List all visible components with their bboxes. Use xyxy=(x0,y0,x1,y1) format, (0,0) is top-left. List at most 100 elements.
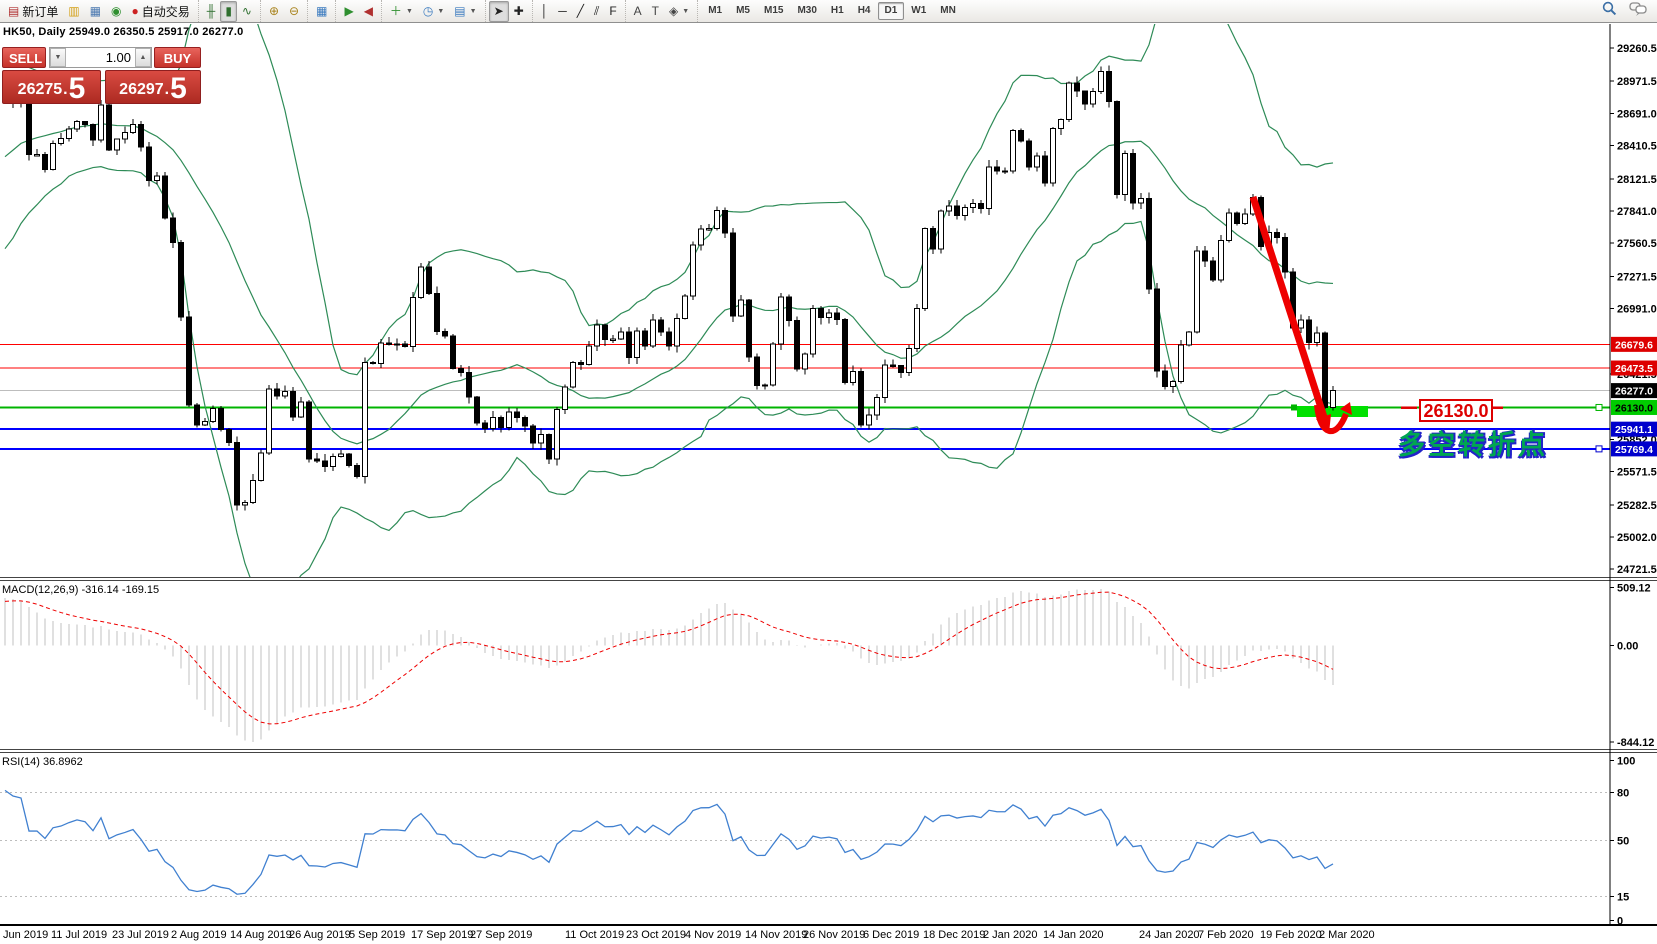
buy-button[interactable]: BUY xyxy=(154,47,201,68)
tile-windows-icon: ▦ xyxy=(316,4,328,18)
turning-zone-highlight[interactable] xyxy=(1297,406,1368,417)
text-button[interactable]: A xyxy=(629,1,647,22)
arrows-button[interactable]: ◈ ▼ xyxy=(664,1,694,22)
svg-text:27841.0: 27841.0 xyxy=(1617,206,1657,218)
toolbar-button-groups: ▤ 新订单 ▥ ▦ ◉ ● 自动交易 ╫ ▮ ∿ ⊕ ⊖ ▦ ▶ ◀ ＋ ▼ ◷ ▼ ▤ ▼ ➤ ✚ │ ─ ╱ ⫽ F A T ◈ ▼ M1 M… xyxy=(0,0,966,23)
scroll-group: ▶ ◀ xyxy=(335,0,380,22)
sell-price-fraction: 5 xyxy=(68,72,86,105)
sell-price-display[interactable]: 26275. 5 xyxy=(2,70,101,104)
svg-text:26991.0: 26991.0 xyxy=(1617,304,1657,316)
timeframe-m15[interactable]: M15 xyxy=(764,5,784,16)
market-watch-icon: ▥ xyxy=(68,4,80,18)
window-group: ▦ xyxy=(307,0,335,22)
svg-text:28971.5: 28971.5 xyxy=(1617,76,1657,88)
volume-increase-button[interactable]: ▲ xyxy=(135,48,151,67)
auto-scroll-icon: ▶ xyxy=(344,4,354,18)
bollinger-bands-layer xyxy=(4,24,1334,578)
chart-shift-icon: ◀ xyxy=(363,4,373,18)
buy-price-main: 26297 xyxy=(119,81,164,98)
timeframe-w1[interactable]: W1 xyxy=(911,5,927,16)
zoom-in-button[interactable]: ⊕ xyxy=(264,1,284,22)
svg-text:25002.0: 25002.0 xyxy=(1617,532,1657,544)
svg-text:26679.6: 26679.6 xyxy=(1615,339,1653,351)
volume-decrease-button[interactable]: ▼ xyxy=(50,48,66,67)
svg-text:24721.5: 24721.5 xyxy=(1617,564,1657,576)
file-group: ▤ 新订单 ▥ ▦ ◉ ● 自动交易 xyxy=(0,0,198,22)
line-handle[interactable] xyxy=(1595,445,1603,453)
bar-chart-icon: ╫ xyxy=(206,4,216,18)
volume-stepper[interactable]: ▼ ▲ xyxy=(49,47,152,68)
auto-scroll-button[interactable]: ▶ xyxy=(339,1,358,22)
crosshair-button[interactable]: ✚ xyxy=(509,1,529,22)
chevron-down-icon: ▼ xyxy=(405,7,413,15)
horizontal-line-button[interactable]: ─ xyxy=(553,1,572,22)
market-watch-button[interactable]: ▥ xyxy=(63,1,84,22)
buy-price-display[interactable]: 26297. 5 xyxy=(105,70,201,104)
fibonacci-button[interactable]: F xyxy=(604,1,621,22)
svg-text:28121.5: 28121.5 xyxy=(1617,174,1657,186)
fibonacci-icon: F xyxy=(609,4,617,18)
timeframe-m5[interactable]: M5 xyxy=(736,5,750,16)
svg-text:50: 50 xyxy=(1617,836,1629,848)
trendline-button[interactable]: ╱ xyxy=(572,1,589,22)
svg-text:28691.0: 28691.0 xyxy=(1617,108,1657,120)
trend-arrow[interactable] xyxy=(1249,195,1352,435)
line-chart-button[interactable]: ∿ xyxy=(237,1,257,22)
cursor-button[interactable]: ➤ xyxy=(488,0,509,22)
timeframe-m1[interactable]: M1 xyxy=(708,5,723,16)
period-button[interactable]: ◷ ▼ xyxy=(418,1,449,22)
svg-text:11 Oct 2019: 11 Oct 2019 xyxy=(565,929,624,941)
timeframe-h4[interactable]: H4 xyxy=(857,5,871,16)
search-icon[interactable] xyxy=(1602,1,1617,21)
svg-text:26130.0: 26130.0 xyxy=(1615,402,1653,414)
timeframe-d1[interactable]: D1 xyxy=(877,2,905,20)
template-button[interactable]: ▤ ▼ xyxy=(449,1,481,22)
tile-windows-button[interactable]: ▦ xyxy=(311,1,332,22)
timeframe-group: M1 M5 M15 M30 H1 H4 D1 W1 MN xyxy=(697,0,966,22)
line-handle[interactable] xyxy=(1595,403,1603,411)
navigator-button[interactable]: ◉ xyxy=(106,1,126,22)
data-window-button[interactable]: ▦ xyxy=(85,1,106,22)
autotrading-button[interactable]: ● 自动交易 xyxy=(127,1,195,22)
chart-symbol-title: HK50, Daily 25949.0 26350.5 25917.0 2627… xyxy=(3,26,244,38)
cursor-icon: ➤ xyxy=(493,4,504,18)
chat-icon[interactable] xyxy=(1629,1,1647,21)
new-order-icon: ▤ xyxy=(8,4,20,18)
volume-input[interactable] xyxy=(66,48,135,67)
new-order-button[interactable]: ▤ 新订单 xyxy=(3,1,63,22)
macd-histogram xyxy=(4,588,1334,742)
bar-chart-button[interactable]: ╫ xyxy=(202,1,221,22)
svg-text:100: 100 xyxy=(1617,756,1635,768)
vertical-line-button[interactable]: │ xyxy=(536,1,554,22)
text-icon: A xyxy=(633,4,642,18)
turning-point-annotation[interactable]: 多空转折点 xyxy=(1398,430,1548,460)
sell-price-main: 26275 xyxy=(17,81,63,98)
zoom-in-icon: ⊕ xyxy=(268,4,280,18)
svg-text:24 Jan 2020: 24 Jan 2020 xyxy=(1139,929,1200,941)
buy-price-fraction: 5 xyxy=(170,72,187,105)
chart-shift-button[interactable]: ◀ xyxy=(359,1,378,22)
zoom-out-button[interactable]: ⊖ xyxy=(284,1,304,22)
sell-button[interactable]: SELL xyxy=(2,47,46,68)
svg-text:25769.4: 25769.4 xyxy=(1615,444,1653,456)
svg-text:Jun 2019: Jun 2019 xyxy=(3,929,48,941)
svg-text:26473.5: 26473.5 xyxy=(1615,363,1653,375)
axes-layer: 29260.5 28971.5 28691.0 28410.5 28121.5 27841… xyxy=(0,24,1657,928)
text-label-button[interactable]: T xyxy=(647,1,664,22)
data-window-icon: ▦ xyxy=(89,4,102,18)
timeframe-h1[interactable]: H1 xyxy=(830,5,844,16)
crosshair-icon: ✚ xyxy=(513,4,524,18)
svg-text:11 Jul 2019: 11 Jul 2019 xyxy=(51,929,107,941)
timeframe-mn[interactable]: MN xyxy=(940,5,956,16)
horizontal-line-icon: ─ xyxy=(558,4,567,18)
candlestick-button[interactable]: ▮ xyxy=(220,0,237,22)
new-chart-button[interactable]: ＋ ▼ xyxy=(385,1,418,22)
new-order-button-label: 新订单 xyxy=(22,4,59,19)
equidistant-channel-button[interactable]: ⫽ xyxy=(589,1,604,22)
text-label-icon: T xyxy=(651,4,660,18)
timeframe-m30[interactable]: M30 xyxy=(797,5,817,16)
line-handle[interactable] xyxy=(1291,404,1297,411)
svg-text:29260.5: 29260.5 xyxy=(1617,43,1657,55)
price-callout-label[interactable]: 26130.0 xyxy=(1419,399,1493,422)
